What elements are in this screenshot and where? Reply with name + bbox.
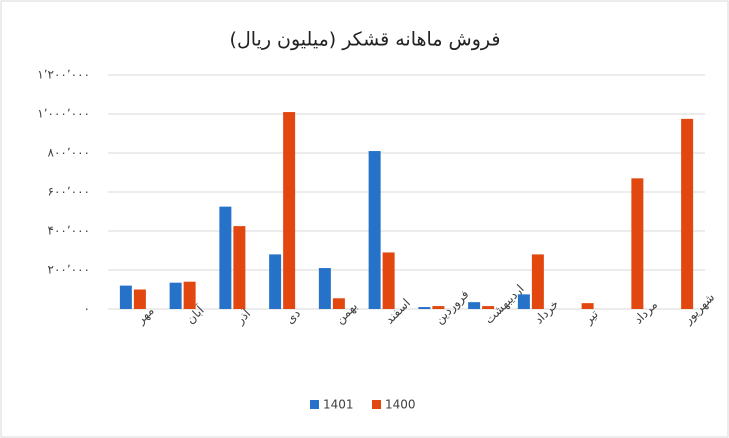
y-tick-label: ۲۰۰٬۰۰۰ — [48, 263, 91, 277]
bar — [219, 206, 232, 309]
y-tick-label: ۶۰۰٬۰۰۰ — [48, 185, 91, 199]
bar — [233, 226, 246, 309]
bar — [368, 151, 381, 309]
bar — [269, 254, 282, 309]
bar — [119, 285, 132, 309]
legend-swatch — [372, 400, 381, 409]
bar — [681, 118, 694, 309]
bar — [283, 112, 296, 309]
legend-label: 1400 — [385, 398, 416, 412]
y-tick-label: ۱٬۰۰۰٬۰۰۰ — [37, 107, 90, 121]
bar — [418, 307, 431, 309]
bar — [482, 306, 495, 309]
bar — [183, 281, 196, 309]
bar — [133, 289, 146, 309]
bar — [169, 282, 182, 309]
y-tick-label: ۱٬۲۰۰٬۰۰۰ — [37, 68, 90, 82]
bar — [531, 254, 544, 309]
bar — [581, 303, 594, 309]
bar — [631, 178, 644, 309]
bar — [318, 268, 331, 309]
y-tick-label: ۸۰۰٬۰۰۰ — [48, 146, 91, 160]
bar — [432, 306, 445, 309]
bar — [468, 302, 481, 309]
y-tick-label: ۰ — [84, 302, 90, 316]
legend-swatch — [310, 400, 319, 409]
bar — [517, 294, 530, 309]
bar — [382, 252, 395, 309]
chart-title: فروش ماهانه قشکر (میلیون ریال) — [230, 29, 501, 51]
y-tick-label: ۴۰۰٬۰۰۰ — [48, 224, 91, 238]
bar — [332, 298, 345, 309]
legend-label: 1401 — [323, 398, 354, 412]
